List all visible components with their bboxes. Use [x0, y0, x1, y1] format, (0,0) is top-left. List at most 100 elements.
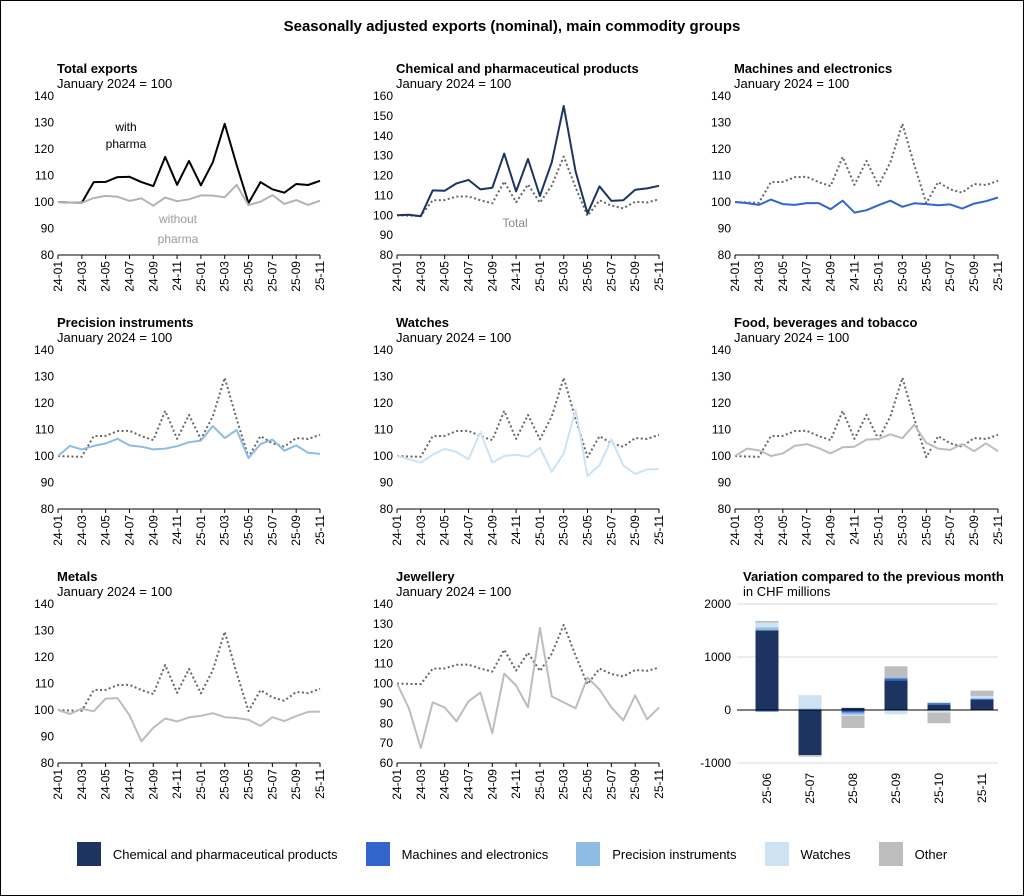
variation-bar-segment	[927, 712, 951, 724]
total-ytick-label: 90	[41, 222, 55, 236]
variation-xtick-label: 25-08	[846, 773, 860, 804]
machines-xtick-label: 25-11	[991, 261, 1005, 291]
watches-xtick-label: 25-07	[604, 515, 618, 546]
machines-ytick-label: 80	[718, 248, 732, 262]
legend-label-other: Other	[914, 846, 948, 862]
legend-item-watches: Watches	[764, 842, 851, 866]
machines-xtick-label: 25-07	[943, 261, 957, 292]
jewellery-xtick-label: 24-01	[390, 769, 404, 800]
variation-bar-segment	[798, 710, 822, 756]
metals-xtick-label: 25-11	[313, 769, 327, 799]
jewellery-xtick-label: 24-03	[414, 769, 428, 800]
precision-xtick-label: 24-03	[75, 515, 89, 546]
metals-xtick-label: 25-05	[242, 769, 256, 800]
variation-bar-segment	[970, 699, 994, 710]
metals-series-line-main	[57, 697, 321, 743]
legend-item-machines: Machines and electronics	[365, 842, 548, 866]
watches-xtick-label: 24-03	[414, 515, 428, 546]
jewellery-xtick-label: 25-01	[533, 769, 547, 800]
variation-xtick-label: 25-09	[889, 773, 903, 804]
precision-ytick-label: 130	[34, 370, 54, 384]
variation-bar-segment	[755, 710, 779, 712]
panel-title-chem: Chemical and pharmaceutical products	[396, 61, 639, 76]
machines-xtick-label: 25-09	[967, 261, 981, 292]
total-xtick-label: 25-07	[265, 261, 279, 292]
food-xtick-label: 25-01	[871, 515, 885, 546]
variation-bar-segment	[841, 715, 865, 729]
precision-ytick-label: 140	[34, 343, 54, 357]
total-xtick-label: 25-05	[242, 261, 256, 292]
total-series-line-main	[57, 122, 321, 205]
food-series-line-main	[734, 423, 999, 457]
panel-title-total: Total exports	[57, 61, 138, 76]
total-ytick-label: 110	[35, 169, 54, 183]
legend-swatch-chem	[76, 842, 101, 866]
chem-xtick-label: 24-03	[414, 261, 428, 292]
total-xtick-label: 24-03	[75, 261, 89, 292]
jewellery-xtick-label: 25-11	[652, 769, 666, 799]
legend-label-chem: Chemical and pharmaceutical products	[112, 846, 338, 862]
panel-subtitle-machines: January 2024 = 100	[734, 76, 850, 91]
jewellery-xtick-label: 24-07	[461, 769, 475, 800]
total-xtick-label: 24-11	[170, 261, 184, 291]
jewellery-series-line-total-reference	[396, 623, 660, 686]
variation-bar-segment	[798, 695, 822, 709]
total-xtick-label: 24-01	[51, 261, 65, 292]
watches-series-line-main	[396, 408, 659, 477]
chem-ytick-label: 130	[373, 149, 393, 163]
machines-ytick-label: 120	[711, 142, 731, 156]
metals-ytick-label: 130	[34, 624, 54, 638]
variation-bar-segment	[884, 666, 908, 677]
variation-bar-segment	[970, 698, 994, 700]
precision-ytick-label: 110	[35, 423, 54, 437]
metals-xtick-label: 24-01	[51, 769, 65, 800]
panel-subtitle-food: January 2024 = 100	[734, 330, 850, 345]
precision-xtick-label: 25-11	[313, 515, 327, 545]
panel-title-watches: Watches	[396, 315, 449, 330]
food-xtick-label: 25-11	[991, 515, 1005, 545]
panel-subtitle-metals: January 2024 = 100	[57, 584, 173, 599]
machines-xtick-label: 24-03	[752, 261, 766, 292]
legend-item-other: Other	[878, 842, 948, 866]
watches-xtick-label: 24-05	[438, 515, 452, 546]
chem-ytick-label: 160	[373, 89, 393, 103]
food-ytick-label: 90	[718, 476, 732, 490]
jewellery-ytick-label: 110	[374, 657, 393, 671]
total-xtick-label: 24-07	[122, 261, 136, 292]
variation-bar-segment	[970, 698, 994, 699]
jewellery-xtick-label: 25-07	[604, 769, 618, 800]
panel-subtitle-precision: January 2024 = 100	[57, 330, 173, 345]
jewellery-ytick-label: 140	[373, 597, 393, 611]
jewellery-series-line-main	[396, 626, 660, 750]
variation-bar-segment	[970, 695, 994, 699]
food-ytick-label: 100	[711, 449, 731, 463]
food-xtick-label: 24-11	[848, 515, 862, 545]
watches-ytick-label: 110	[374, 423, 393, 437]
chem-xtick-label: 24-01	[390, 261, 404, 292]
machines-ytick-label: 130	[711, 116, 731, 130]
chem-ytick-label: 100	[373, 208, 393, 222]
variation-bar-segment	[927, 710, 951, 713]
variation-xtick-label: 25-07	[803, 773, 817, 804]
machines-xtick-label: 24-05	[776, 261, 790, 292]
jewellery-xtick-label: 24-09	[485, 769, 499, 800]
metals-ytick-label: 110	[35, 677, 54, 691]
total-ytick-label: 130	[34, 116, 54, 130]
precision-series-line-main	[57, 425, 321, 460]
chem-xtick-label: 25-11	[652, 261, 666, 291]
total-xtick-label: 25-03	[218, 261, 232, 292]
chem-xtick-label: 24-05	[438, 261, 452, 292]
watches-ytick-label: 130	[373, 370, 393, 384]
chem-xtick-label: 24-09	[485, 261, 499, 292]
annotation-without-pharma: pharma	[158, 232, 199, 246]
chem-xtick-label: 25-09	[628, 261, 642, 292]
figure-title: Seasonally adjusted exports (nominal), m…	[283, 18, 741, 35]
variation-ytick-label: 0	[724, 703, 731, 717]
metals-ytick-label: 140	[34, 597, 54, 611]
jewellery-xtick-label: 25-05	[581, 769, 595, 800]
chem-xtick-label: 25-05	[581, 261, 595, 292]
chem-xtick-label: 24-11	[509, 261, 523, 291]
legend-swatch-machines	[365, 842, 390, 866]
watches-ytick-label: 80	[380, 502, 394, 516]
variation-xtick-label: 25-06	[760, 773, 774, 804]
